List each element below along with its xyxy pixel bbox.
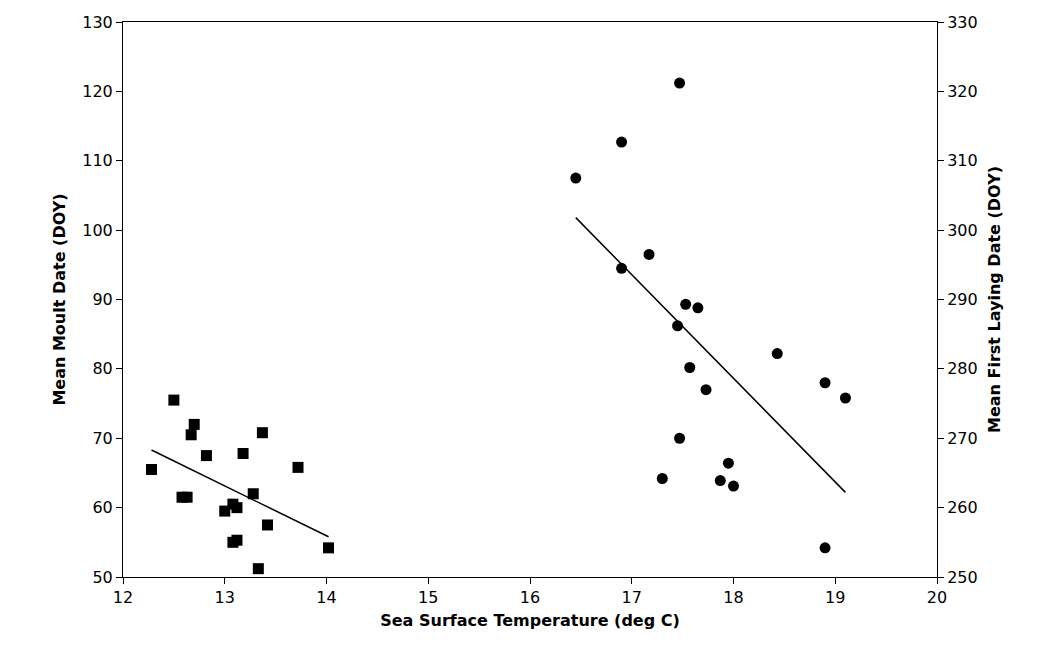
svg-text:320: 320 <box>947 82 978 101</box>
svg-text:290: 290 <box>947 290 978 309</box>
svg-text:16: 16 <box>520 588 540 607</box>
svg-text:270: 270 <box>947 429 978 448</box>
svg-text:70: 70 <box>92 429 112 448</box>
svg-text:Mean First Laying Date (DOY): Mean First Laying Date (DOY) <box>985 166 1004 433</box>
svg-text:Sea Surface Temperature (deg C: Sea Surface Temperature (deg C) <box>380 611 680 630</box>
svg-text:19: 19 <box>825 588 845 607</box>
svg-text:13: 13 <box>215 588 235 607</box>
svg-text:250: 250 <box>947 568 978 587</box>
svg-text:280: 280 <box>947 359 978 378</box>
svg-text:110: 110 <box>82 151 113 170</box>
svg-text:15: 15 <box>418 588 438 607</box>
svg-text:60: 60 <box>92 498 112 517</box>
svg-text:14: 14 <box>316 588 336 607</box>
svg-text:100: 100 <box>82 221 113 240</box>
svg-text:90: 90 <box>92 290 112 309</box>
svg-text:330: 330 <box>947 13 978 32</box>
svg-text:12: 12 <box>113 588 133 607</box>
svg-text:130: 130 <box>82 13 113 32</box>
svg-text:120: 120 <box>82 82 113 101</box>
svg-text:17: 17 <box>622 588 642 607</box>
svg-text:260: 260 <box>947 498 978 517</box>
svg-text:20: 20 <box>927 588 947 607</box>
svg-text:80: 80 <box>92 359 112 378</box>
svg-text:300: 300 <box>947 221 978 240</box>
svg-text:50: 50 <box>92 568 112 587</box>
svg-text:Mean Moult Date (DOY): Mean Moult Date (DOY) <box>50 193 69 405</box>
svg-text:310: 310 <box>947 151 978 170</box>
svg-text:18: 18 <box>723 588 743 607</box>
